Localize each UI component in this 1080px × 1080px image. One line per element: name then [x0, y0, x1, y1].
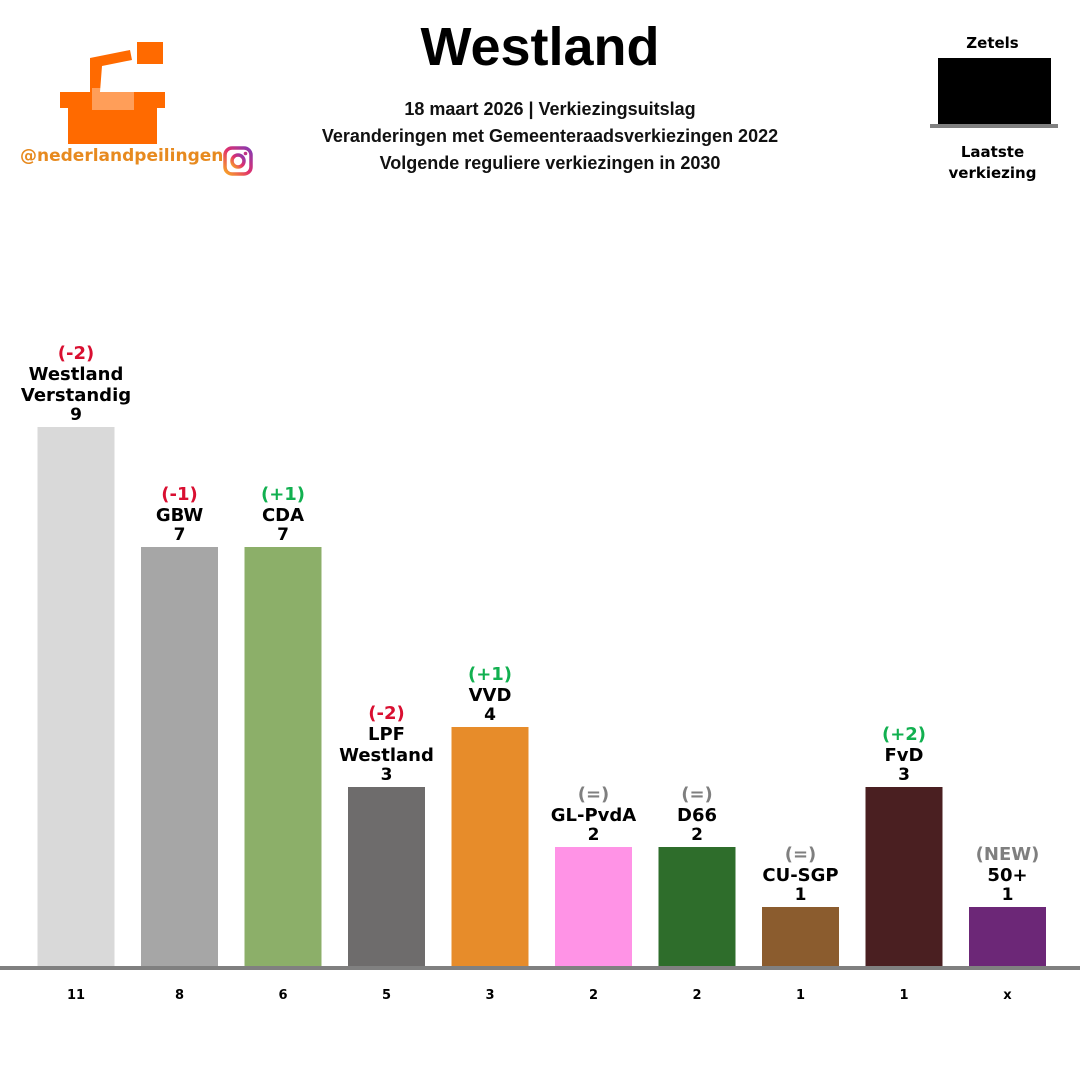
bar-4 [348, 787, 425, 967]
subtitle-comparison-line: Veranderingen met Gemeenteraadsverkiezin… [321, 126, 779, 146]
previous-seats-label: 8 [175, 988, 184, 1003]
bar-change-label: (=) [785, 844, 817, 865]
bar-9 [865, 787, 943, 967]
bar-category-label: CU-SGP [762, 865, 838, 886]
bar-6 [555, 847, 632, 967]
bar-change-label: (+1) [468, 664, 512, 685]
bar-value-label: 2 [691, 825, 703, 845]
bar-category-label: Westland [339, 745, 434, 766]
legend-last-election-line-1: Laatste [960, 143, 1025, 161]
bar-7 [658, 847, 736, 967]
subtitle-block: 18 maart 2026 | Verkiezingsuitslag Veran… [250, 96, 850, 177]
bar-change-label: (-1) [161, 484, 197, 505]
bar-category-label: Verstandig [21, 385, 131, 406]
bar-value-label: 1 [795, 885, 807, 905]
bar-category-label: 50+ [987, 865, 1027, 886]
legend-baseline-swatch [930, 124, 1058, 128]
previous-seats-label: 1 [796, 988, 805, 1003]
page-title: Westland [420, 17, 660, 77]
bar-value-label: 3 [898, 765, 910, 785]
bar-category-label: LPF [368, 724, 405, 745]
bar-category-label: GL-PvdA [551, 805, 637, 826]
instagram-icon[interactable] [223, 146, 253, 176]
bar-value-label: 7 [174, 525, 186, 545]
previous-seats-label: 5 [382, 988, 391, 1003]
previous-seats-label: x [1003, 988, 1012, 1003]
bar-value-label: 4 [484, 705, 496, 725]
previous-seats-label: 11 [67, 988, 85, 1003]
social-handle-text: @nederlandpeilingen [20, 146, 224, 166]
subtitle-date-line: 18 maart 2026 | Verkiezingsuitslag [404, 99, 696, 119]
previous-seats-label: 2 [692, 988, 701, 1003]
bar-category-label: GBW [156, 505, 204, 526]
bar-category-label: Westland [29, 364, 124, 385]
bar-8 [762, 907, 839, 967]
previous-seats-label: 3 [485, 988, 494, 1003]
ballot-box-logo-icon [60, 42, 165, 144]
bar-change-label: (+2) [882, 724, 926, 745]
bar-value-label: 9 [70, 405, 82, 425]
bar-value-label: 2 [588, 825, 600, 845]
chart-baseline [0, 966, 1080, 970]
social-handle: @nederlandpeilingen [20, 146, 223, 166]
bar-change-label: (-2) [58, 343, 94, 364]
bar-change-label: (=) [578, 784, 610, 805]
legend-seat-swatch [938, 58, 1051, 124]
bar-change-label: (+1) [261, 484, 305, 505]
bar-3 [244, 547, 322, 967]
bar-2 [141, 547, 218, 967]
bar-change-label: (NEW) [976, 844, 1040, 865]
legend-last-election-line-2: verkiezing [948, 164, 1037, 182]
bar-category-label: D66 [677, 805, 717, 826]
bar-value-label: 7 [277, 525, 289, 545]
previous-seats-label: 2 [589, 988, 598, 1003]
bar-category-label: VVD [469, 685, 512, 706]
bar-category-label: CDA [262, 505, 304, 526]
previous-seats-label: 6 [278, 988, 287, 1003]
bar-10 [969, 907, 1046, 967]
subtitle-next-election-line: Volgende reguliere verkiezingen in 2030 [379, 153, 721, 173]
bar-category-label: FvD [885, 745, 924, 766]
previous-seats-label: 1 [899, 988, 908, 1003]
legend-seats-label: Zetels [966, 34, 1019, 52]
bar-change-label: (=) [681, 784, 713, 805]
bar-value-label: 1 [1002, 885, 1014, 905]
legend-last-election-label: Laatste verkiezing [925, 142, 1060, 184]
bar-1 [37, 427, 115, 967]
bar-change-label: (-2) [368, 703, 404, 724]
bar-value-label: 3 [381, 765, 393, 785]
bar-5 [451, 727, 529, 967]
